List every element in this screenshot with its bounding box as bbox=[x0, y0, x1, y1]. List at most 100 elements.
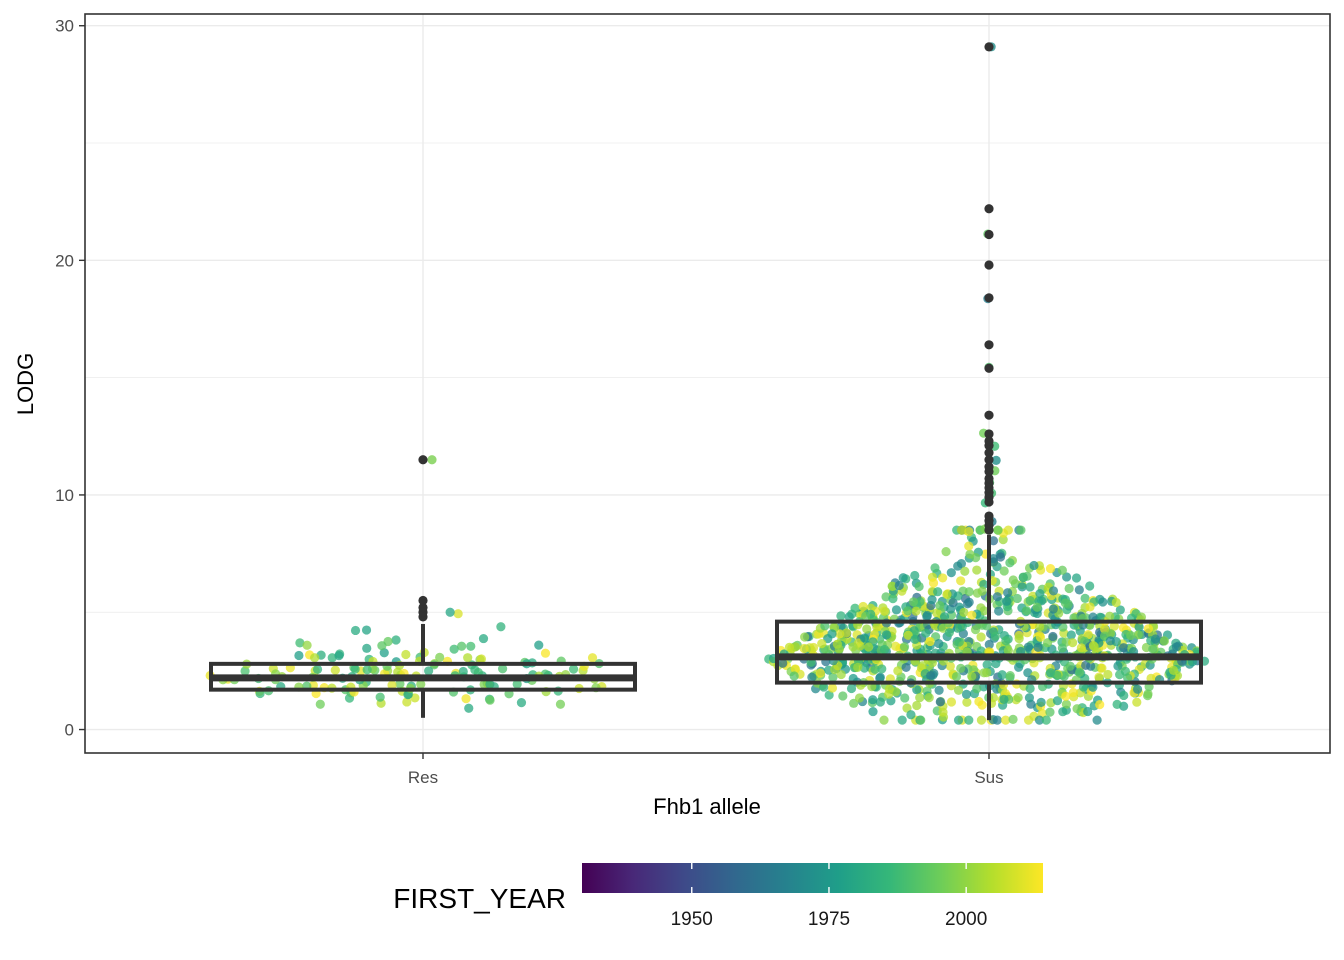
data-point bbox=[927, 595, 937, 605]
data-point bbox=[1095, 700, 1105, 710]
data-point bbox=[887, 581, 897, 591]
data-point bbox=[898, 573, 908, 583]
data-point bbox=[334, 651, 344, 661]
boxplot-sus bbox=[775, 42, 1203, 721]
data-point bbox=[1074, 585, 1084, 595]
x-tick-label: Res bbox=[408, 768, 438, 787]
data-point bbox=[1136, 612, 1147, 622]
data-point bbox=[350, 664, 360, 674]
data-point bbox=[988, 536, 999, 546]
data-point bbox=[362, 665, 372, 675]
data-point bbox=[1105, 611, 1115, 621]
data-point bbox=[1076, 643, 1086, 653]
data-point bbox=[935, 600, 945, 611]
boxplot-res bbox=[209, 455, 637, 718]
data-point bbox=[302, 640, 312, 650]
data-point bbox=[416, 679, 426, 689]
outlier-point bbox=[418, 602, 428, 613]
data-point bbox=[1119, 643, 1129, 653]
y-tick-label: 0 bbox=[65, 721, 74, 740]
outlier-point bbox=[418, 455, 428, 465]
data-point bbox=[1068, 687, 1078, 698]
data-point bbox=[1048, 604, 1058, 614]
data-point bbox=[1098, 597, 1108, 607]
data-point bbox=[1048, 631, 1058, 642]
outlier-point bbox=[984, 340, 994, 350]
data-point bbox=[1058, 707, 1068, 717]
data-point bbox=[932, 608, 942, 618]
data-point bbox=[1134, 622, 1144, 632]
data-point bbox=[827, 629, 837, 639]
data-point bbox=[387, 680, 397, 690]
data-point bbox=[858, 601, 868, 612]
data-point bbox=[984, 639, 994, 650]
data-point bbox=[1119, 690, 1129, 701]
data-point bbox=[999, 566, 1009, 576]
data-point bbox=[1012, 593, 1022, 604]
data-point bbox=[891, 605, 902, 615]
data-point bbox=[976, 632, 986, 642]
data-point bbox=[464, 703, 474, 713]
data-point bbox=[988, 557, 999, 567]
data-point bbox=[915, 692, 925, 703]
data-point bbox=[824, 690, 834, 700]
data-point bbox=[1085, 602, 1095, 612]
data-point bbox=[1041, 715, 1051, 725]
data-point bbox=[838, 691, 848, 701]
data-point bbox=[853, 662, 863, 672]
data-point bbox=[1065, 661, 1075, 671]
data-point bbox=[964, 541, 974, 551]
data-point bbox=[999, 694, 1009, 704]
boxplots bbox=[209, 42, 1203, 721]
data-point bbox=[445, 607, 455, 617]
data-point bbox=[854, 693, 865, 703]
outlier-point bbox=[984, 448, 994, 458]
data-point bbox=[836, 669, 846, 680]
data-point bbox=[312, 664, 323, 675]
data-point bbox=[982, 660, 992, 670]
data-point bbox=[1171, 642, 1182, 652]
data-point bbox=[863, 642, 874, 652]
data-point bbox=[375, 692, 385, 702]
outlier-point bbox=[984, 293, 994, 303]
data-point bbox=[1126, 630, 1136, 641]
data-point bbox=[361, 625, 372, 635]
data-point bbox=[861, 611, 871, 621]
data-point bbox=[1112, 699, 1122, 709]
data-point bbox=[953, 715, 964, 725]
outlier-point bbox=[984, 204, 994, 214]
data-point bbox=[1034, 715, 1045, 725]
data-point bbox=[1078, 682, 1089, 692]
data-point bbox=[938, 707, 948, 717]
data-point bbox=[784, 642, 795, 652]
data-point bbox=[933, 587, 943, 597]
data-point bbox=[979, 606, 989, 616]
data-point bbox=[1016, 525, 1026, 535]
data-point bbox=[899, 642, 910, 652]
data-point bbox=[959, 607, 969, 617]
data-point bbox=[946, 697, 957, 707]
data-point bbox=[294, 650, 304, 661]
data-point bbox=[790, 664, 800, 674]
data-point bbox=[819, 682, 829, 692]
grid-lines bbox=[85, 14, 1330, 753]
data-point bbox=[1083, 629, 1093, 640]
outlier-point bbox=[984, 473, 994, 484]
data-point bbox=[879, 644, 890, 655]
data-point bbox=[859, 663, 870, 673]
data-point bbox=[946, 568, 956, 578]
data-point bbox=[1092, 715, 1102, 725]
data-point bbox=[1057, 643, 1067, 653]
colorbar-legend: FIRST_YEAR 1950 1975 2000 bbox=[393, 863, 1043, 930]
data-point bbox=[849, 698, 859, 708]
data-point bbox=[1005, 558, 1015, 568]
data-point bbox=[815, 668, 825, 678]
data-point bbox=[912, 700, 922, 711]
data-point bbox=[1005, 671, 1015, 681]
data-point bbox=[967, 671, 977, 681]
data-point bbox=[836, 611, 846, 621]
data-point bbox=[1150, 634, 1161, 644]
data-point bbox=[995, 552, 1006, 562]
data-point bbox=[964, 715, 974, 725]
data-point bbox=[1074, 667, 1085, 677]
